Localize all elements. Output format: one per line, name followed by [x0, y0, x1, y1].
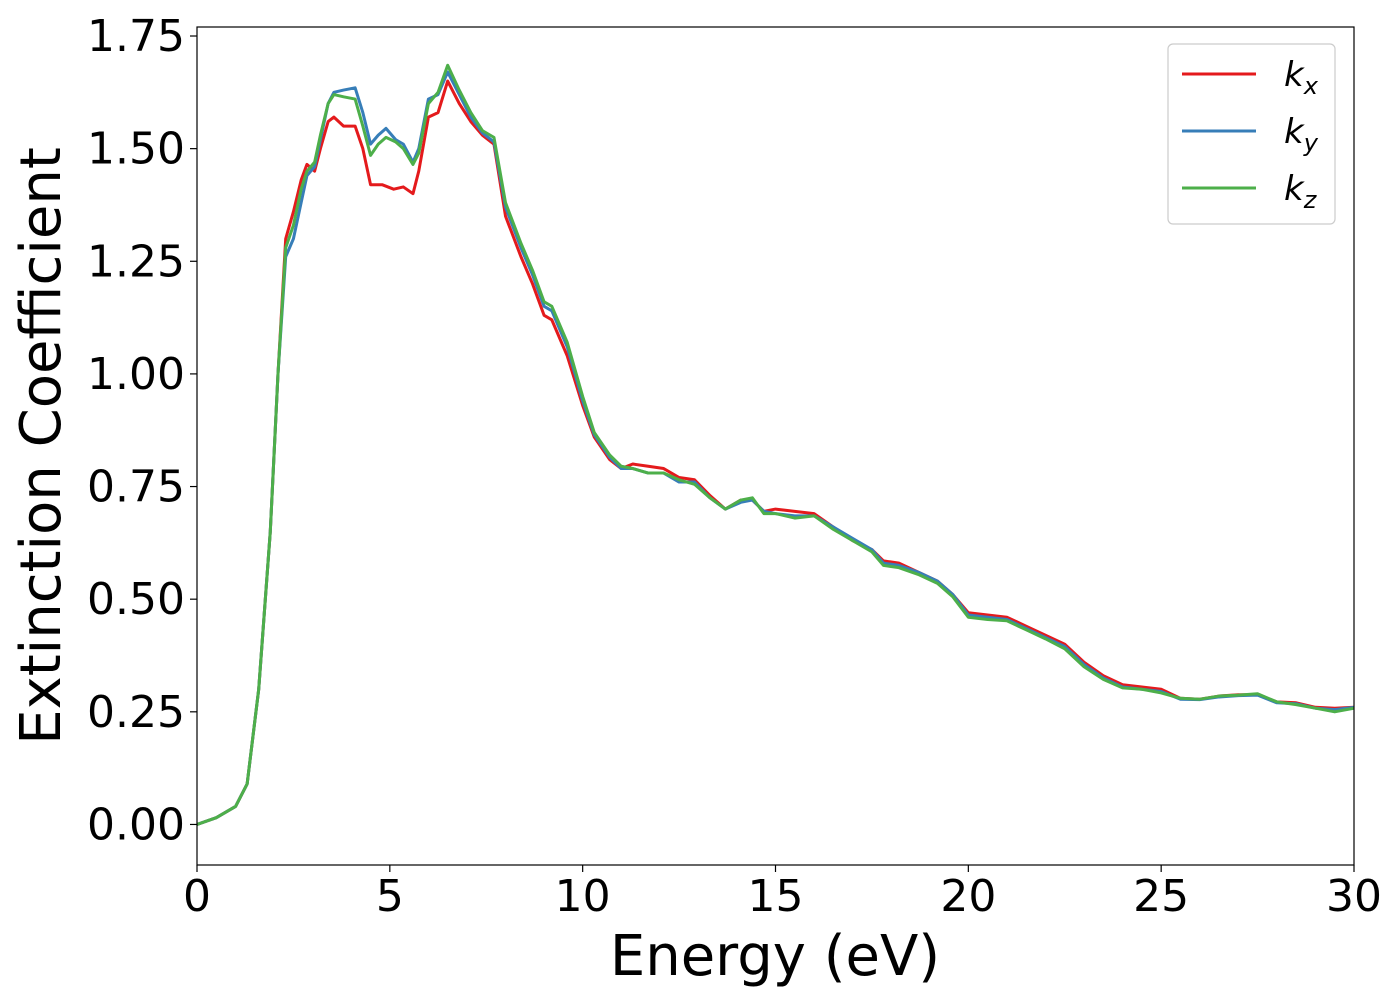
y-tick-label: 1.50	[87, 124, 185, 175]
y-tick-label: 0.50	[87, 574, 185, 625]
x-tick-label: 20	[940, 871, 996, 922]
y-tick-label: 1.25	[87, 236, 185, 287]
series-line-kx	[197, 79, 1354, 826]
legend: kx ky kz	[1167, 43, 1336, 225]
legend-label-kz: kz	[1284, 169, 1318, 214]
legend-label-ky: ky	[1284, 112, 1319, 157]
x-tick-label: 0	[183, 871, 211, 922]
y-tick-label: 0.75	[87, 462, 185, 513]
x-tick-label: 10	[555, 871, 611, 922]
x-tick-label: 15	[748, 871, 804, 922]
y-tick-label: 1.75	[87, 11, 185, 62]
y-axis-ticks: 0.00 0.25 0.50 0.75 1.00 1.25 1.50 1.75	[87, 11, 197, 850]
y-axis-title: Extinction Coefficient	[9, 147, 74, 745]
x-tick-label: 30	[1326, 871, 1382, 922]
x-axis-title: Energy (eV)	[610, 924, 940, 989]
y-tick-label: 1.00	[87, 349, 185, 400]
y-tick-label: 0.00	[87, 799, 185, 850]
legend-box	[1167, 43, 1336, 225]
x-tick-label: 25	[1133, 871, 1189, 922]
legend-label-kx: kx	[1284, 55, 1319, 100]
y-tick-label: 0.25	[87, 687, 185, 738]
series-line-kz	[197, 63, 1354, 826]
x-axis-ticks: 0 5 10 15 20 25 30	[183, 865, 1382, 922]
x-tick-label: 5	[376, 871, 404, 922]
